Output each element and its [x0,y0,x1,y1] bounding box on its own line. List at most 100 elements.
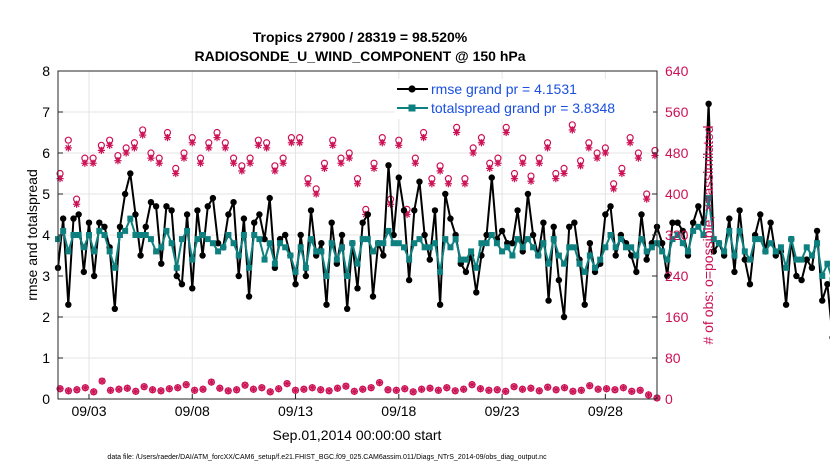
y-tick-label-left: 3 [42,268,50,284]
point-totalspread [767,240,774,247]
point-totalspread [271,260,278,267]
obs-low-assimilated [233,386,241,394]
point-totalspread [178,236,185,243]
obs-low-assimilated [81,384,89,392]
obs-low-assimilated [644,391,653,399]
point-totalspread [592,264,599,271]
obs-assimilated [552,175,560,183]
point-rmse [462,268,470,276]
obs-assimilated [271,167,279,175]
obs-assimilated [618,169,626,178]
point-rmse [369,293,377,300]
obs-low-assimilated [367,384,375,392]
point-rmse [173,272,180,280]
point-totalspread [421,244,428,251]
obs-low-assimilated [190,386,199,394]
point-rmse [679,227,687,235]
point-rmse [385,162,392,169]
point-totalspread [824,260,830,267]
point-rmse [571,219,578,226]
point-totalspread [679,240,686,247]
point-totalspread [731,252,738,259]
point-rmse [183,211,191,218]
point-totalspread [726,227,733,234]
legend-box [395,79,653,119]
obs-low-assimilated [90,388,98,396]
point-rmse [555,276,563,284]
point-rmse [808,264,816,271]
obs-assimilated [246,159,254,167]
point-rmse [261,235,268,243]
obs-assimilated [213,134,221,142]
y-axis-right: 0 80 160 240 320 400 480 560 640 [652,63,689,407]
point-totalspread [535,252,542,259]
point-totalspread [302,264,309,271]
point-totalspread [256,236,263,243]
obs-assimilated [229,159,238,167]
point-rmse [230,199,237,206]
obs-assimilated [411,159,419,167]
point-totalspread [339,244,346,251]
obs-assimilated [89,159,97,167]
point-totalspread [607,232,614,238]
obs-assimilated [254,141,262,149]
point-totalspread [204,236,211,243]
point-rmse [390,231,397,239]
point-totalspread [163,227,170,234]
y-tick-label-left: 4 [42,227,50,243]
point-totalspread [690,227,697,234]
obs-assimilated [238,167,246,175]
obs-assimilated [180,154,188,162]
obs-assimilated [106,141,114,149]
obs-assimilated [329,141,337,149]
point-totalspread [700,232,707,238]
point-totalspread [122,227,129,234]
x-tick-label: 09/28 [588,403,623,419]
point-rmse [209,194,217,202]
point-rmse [447,215,454,222]
obs-low-assimilated [586,382,594,390]
obs-assimilated [337,159,345,167]
point-totalspread [819,273,826,279]
point-totalspread [75,232,82,238]
obs-assimilated [130,144,139,152]
point-rmse [158,260,165,267]
point-rmse [586,240,594,247]
y-tick-label-right: 480 [665,145,689,161]
obs-assimilated [304,180,312,188]
legend-marker-rmse [408,85,416,93]
obs-assimilated [519,159,527,167]
obs-low-assimilated [98,377,106,385]
point-totalspread [530,244,537,251]
point-totalspread [127,215,134,222]
point-totalspread [390,240,397,247]
point-rmse [514,207,521,214]
point-totalspread [173,264,180,271]
obs-low-assimilated [224,387,232,395]
point-totalspread [70,232,77,238]
legend-marker-spread [408,104,416,112]
point-totalspread [106,248,113,255]
legend: rmse grand pr = 4.1531 totalspread grand… [395,79,653,119]
point-rmse [726,215,733,222]
point-totalspread [230,240,237,247]
point-rmse [669,219,676,226]
point-rmse [245,293,253,300]
point-totalspread [581,268,588,275]
obs-assimilated [461,180,469,188]
x-axis-label: Sep.01,2014 00:00:00 start [273,427,442,443]
obs-low-assimilated [619,384,627,392]
point-totalspread [266,240,273,247]
obs-assimilated [494,159,502,167]
point-totalspread [483,240,490,247]
obs-low-assimilated [300,385,308,393]
obs-low-assimilated [476,385,485,393]
point-totalspread [65,248,72,255]
point-rmse [101,223,108,230]
point-totalspread [91,248,98,255]
point-totalspread [617,236,624,243]
y-tick-label-left: 6 [42,145,50,161]
point-totalspread [313,248,320,255]
point-rmse [137,252,144,259]
